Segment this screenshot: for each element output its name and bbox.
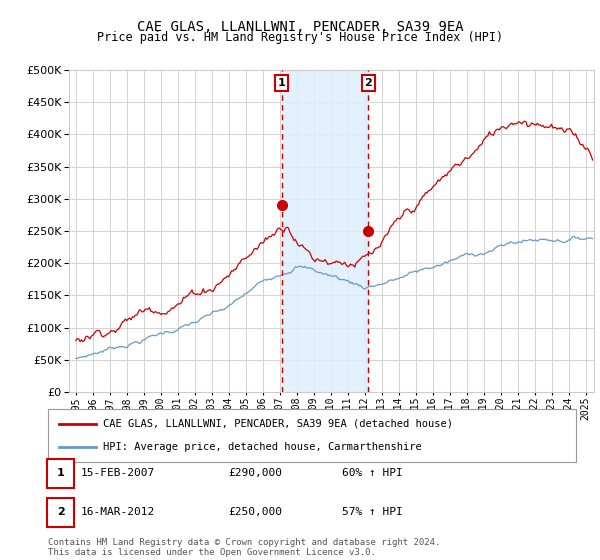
Text: 2: 2 bbox=[364, 78, 372, 88]
Text: CAE GLAS, LLANLLWNI, PENCADER, SA39 9EA: CAE GLAS, LLANLLWNI, PENCADER, SA39 9EA bbox=[137, 20, 463, 34]
Text: 57% ↑ HPI: 57% ↑ HPI bbox=[342, 507, 403, 517]
Text: 16-MAR-2012: 16-MAR-2012 bbox=[81, 507, 155, 517]
Text: 1: 1 bbox=[57, 468, 64, 478]
Text: £250,000: £250,000 bbox=[228, 507, 282, 517]
Text: 15-FEB-2007: 15-FEB-2007 bbox=[81, 468, 155, 478]
FancyBboxPatch shape bbox=[48, 409, 576, 462]
Text: Contains HM Land Registry data © Crown copyright and database right 2024.
This d: Contains HM Land Registry data © Crown c… bbox=[48, 538, 440, 557]
Text: CAE GLAS, LLANLLWNI, PENCADER, SA39 9EA (detached house): CAE GLAS, LLANLLWNI, PENCADER, SA39 9EA … bbox=[103, 419, 454, 429]
Text: £290,000: £290,000 bbox=[228, 468, 282, 478]
Text: 1: 1 bbox=[278, 78, 286, 88]
Bar bbox=[282, 70, 368, 392]
Text: 60% ↑ HPI: 60% ↑ HPI bbox=[342, 468, 403, 478]
Text: HPI: Average price, detached house, Carmarthenshire: HPI: Average price, detached house, Carm… bbox=[103, 442, 422, 452]
Text: 2: 2 bbox=[57, 507, 64, 517]
Text: Price paid vs. HM Land Registry's House Price Index (HPI): Price paid vs. HM Land Registry's House … bbox=[97, 31, 503, 44]
